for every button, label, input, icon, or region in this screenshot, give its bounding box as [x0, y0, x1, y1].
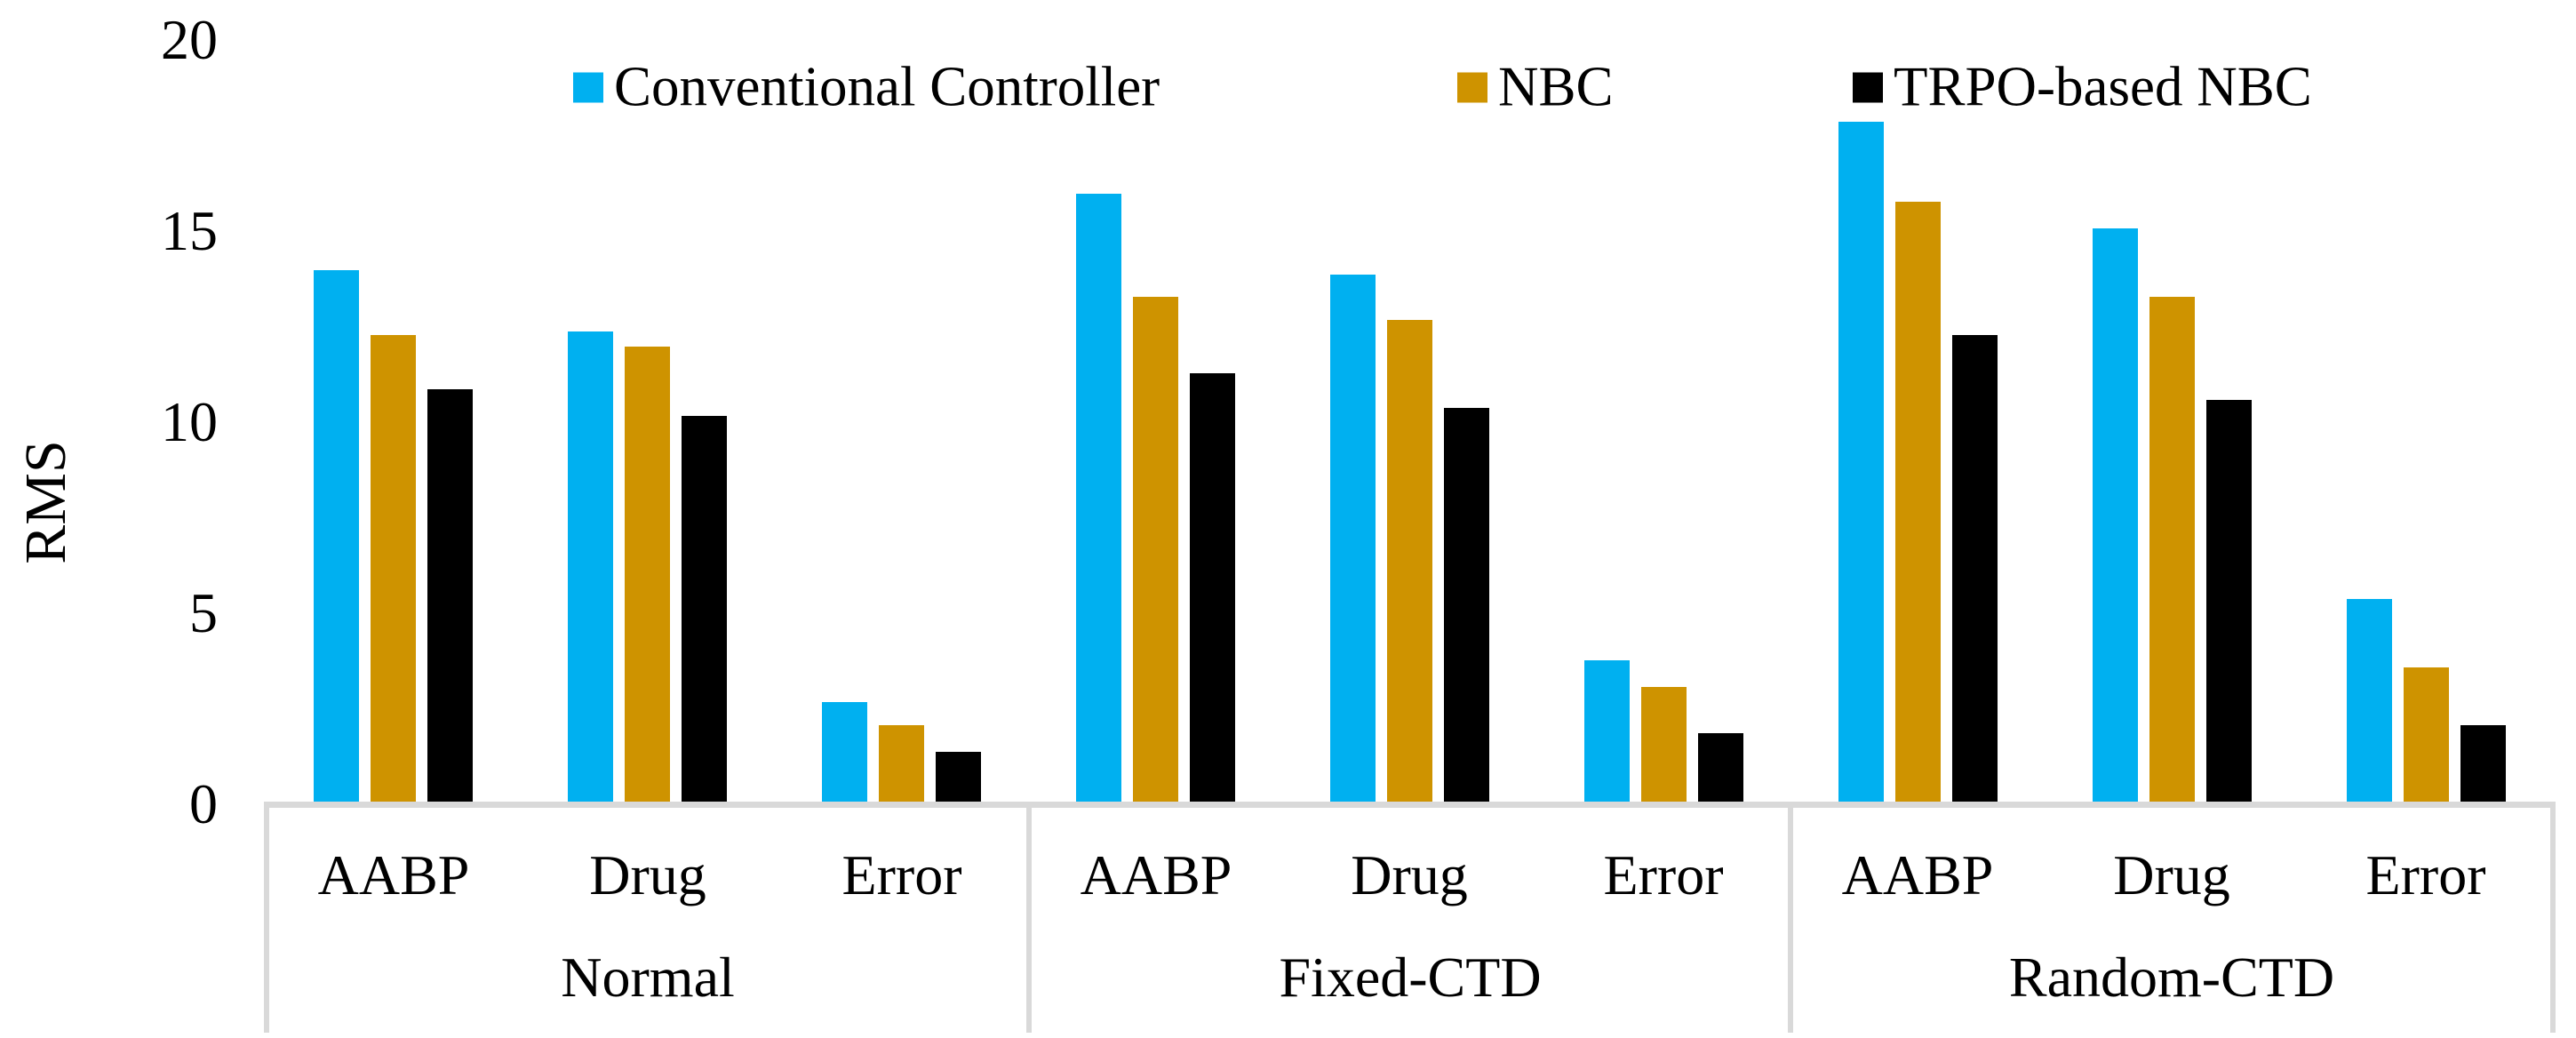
group-label-fixed-ctd: Fixed-CTD — [1279, 946, 1542, 1009]
group-divider-3 — [2550, 802, 2556, 1033]
bar-fixed-ctd-error-conventional-controller — [1584, 660, 1630, 802]
y-tick-10: 10 — [161, 390, 218, 453]
bar-normal-error-trpo-based-nbc — [936, 752, 981, 802]
group-divider-2 — [1788, 802, 1793, 1033]
bar-normal-aabp-trpo-based-nbc — [427, 389, 473, 802]
category-label-fixed-ctd-aabp: AABP — [1080, 843, 1232, 906]
bar-random-ctd-aabp-conventional-controller — [1838, 122, 1884, 802]
group-divider-0 — [264, 802, 269, 1033]
legend-swatch-nbc — [1457, 72, 1487, 102]
group-divider-1 — [1026, 802, 1032, 1033]
bar-random-ctd-drug-conventional-controller — [2093, 228, 2138, 802]
legend-swatch-conventional-controller — [573, 72, 603, 102]
bar-normal-aabp-conventional-controller — [314, 270, 359, 802]
bar-random-ctd-drug-trpo-based-nbc — [2206, 400, 2252, 802]
y-tick-5: 5 — [189, 581, 218, 644]
category-label-normal-drug: Drug — [589, 843, 706, 906]
legend-label-nbc: NBC — [1498, 55, 1614, 118]
y-axis-title: RMS — [13, 440, 78, 564]
bar-random-ctd-error-nbc — [2404, 667, 2449, 802]
bar-random-ctd-error-trpo-based-nbc — [2460, 725, 2506, 802]
bar-fixed-ctd-error-trpo-based-nbc — [1698, 733, 1743, 802]
bar-random-ctd-aabp-nbc — [1895, 202, 1941, 802]
bar-normal-aabp-nbc — [371, 335, 416, 802]
bar-random-ctd-error-conventional-controller — [2347, 599, 2392, 802]
group-label-random-ctd: Random-CTD — [2008, 946, 2335, 1009]
bar-fixed-ctd-aabp-trpo-based-nbc — [1190, 373, 1235, 802]
legend-item-trpo-based-nbc: TRPO-based NBC — [1853, 55, 2312, 120]
bar-fixed-ctd-drug-trpo-based-nbc — [1444, 408, 1489, 802]
y-tick-20: 20 — [161, 8, 218, 71]
category-label-random-ctd-error: Error — [2365, 843, 2486, 906]
category-label-random-ctd-drug: Drug — [2113, 843, 2230, 906]
bar-normal-drug-trpo-based-nbc — [682, 416, 727, 802]
bar-random-ctd-drug-nbc — [2149, 297, 2195, 802]
bar-fixed-ctd-drug-conventional-controller — [1330, 275, 1376, 802]
group-label-normal: Normal — [561, 946, 735, 1009]
y-tick-15: 15 — [161, 199, 218, 262]
y-tick-0: 0 — [189, 772, 218, 835]
bar-normal-error-conventional-controller — [822, 702, 867, 802]
category-label-random-ctd-aabp: AABP — [1841, 843, 1994, 906]
bar-fixed-ctd-aabp-nbc — [1133, 297, 1178, 802]
x-axis-line — [264, 802, 2556, 808]
bar-fixed-ctd-drug-nbc — [1387, 320, 1432, 802]
bar-normal-error-nbc — [879, 725, 924, 802]
bar-normal-drug-nbc — [625, 347, 670, 802]
bar-fixed-ctd-aabp-conventional-controller — [1076, 194, 1121, 802]
bar-fixed-ctd-error-nbc — [1641, 687, 1687, 802]
category-label-fixed-ctd-drug: Drug — [1351, 843, 1468, 906]
legend-label-conventional-controller: Conventional Controller — [614, 55, 1160, 118]
legend-label-trpo-based-nbc: TRPO-based NBC — [1894, 55, 2312, 118]
legend-item-conventional-controller: Conventional Controller — [573, 55, 1160, 120]
category-label-fixed-ctd-error: Error — [1603, 843, 1724, 906]
bar-random-ctd-aabp-trpo-based-nbc — [1952, 335, 1998, 802]
legend-swatch-trpo-based-nbc — [1853, 72, 1883, 102]
category-label-normal-error: Error — [841, 843, 962, 906]
category-label-normal-aabp: AABP — [317, 843, 470, 906]
bar-normal-drug-conventional-controller — [568, 331, 613, 802]
legend-item-nbc: NBC — [1457, 55, 1614, 120]
